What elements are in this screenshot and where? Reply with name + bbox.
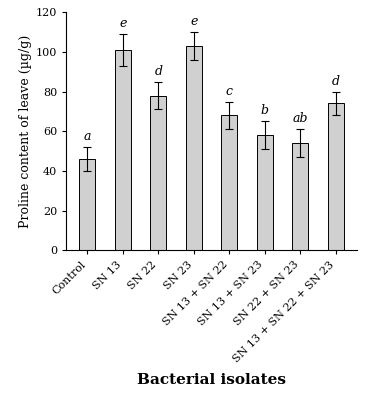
- Bar: [257, 135, 273, 250]
- Bar: [292, 143, 308, 250]
- Bar: [79, 159, 95, 250]
- Text: e: e: [190, 15, 198, 28]
- Text: a: a: [84, 130, 91, 143]
- Text: e: e: [119, 17, 127, 30]
- Bar: [328, 103, 344, 250]
- Bar: [151, 95, 166, 250]
- Bar: [222, 116, 237, 250]
- Bar: [115, 50, 131, 250]
- Text: c: c: [226, 84, 233, 97]
- Text: d: d: [332, 75, 340, 88]
- X-axis label: Bacterial isolates: Bacterial isolates: [137, 372, 286, 387]
- Text: d: d: [155, 65, 162, 78]
- Text: ab: ab: [293, 112, 308, 125]
- Text: b: b: [261, 104, 269, 118]
- Y-axis label: Proline content of leave (µg/g): Proline content of leave (µg/g): [19, 35, 32, 228]
- Bar: [186, 46, 202, 250]
